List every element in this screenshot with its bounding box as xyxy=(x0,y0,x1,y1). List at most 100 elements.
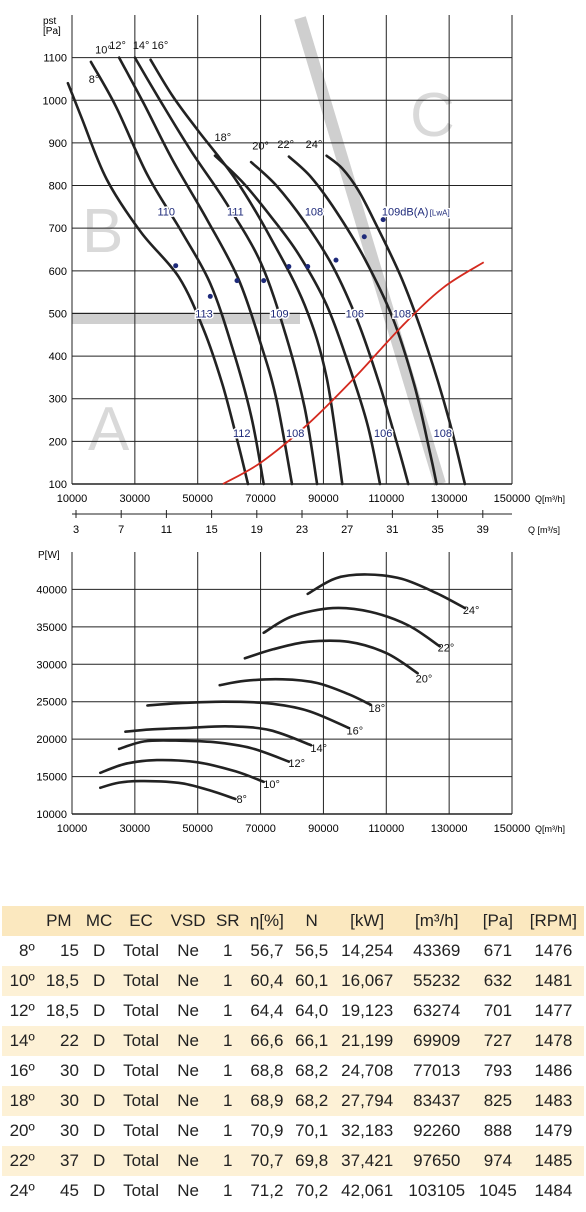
zone-label-b: B xyxy=(82,197,123,266)
blade-angle-label: 14° xyxy=(133,40,150,52)
pressure-curve-18deg xyxy=(213,154,382,486)
table-header-cell: [Pa] xyxy=(472,906,523,936)
table-cell: 68,2 xyxy=(289,1086,334,1116)
y-tick-label: 500 xyxy=(49,308,67,320)
table-cell: 1 xyxy=(211,1086,245,1116)
table-cell: Total xyxy=(117,1146,165,1176)
table-header-row: PM MC EC VSD SR η[%] N [kW] [m³/h] [Pa] [RPM] xyxy=(2,906,584,936)
x2-tick-label: 23 xyxy=(296,524,308,536)
power-y-axis-label: P[W] xyxy=(38,550,60,561)
table-cell: 1 xyxy=(223,1181,233,1200)
pressure-curve-24deg xyxy=(325,154,467,486)
table-cell: 30 xyxy=(60,1061,79,1080)
x-tick-label: 110000 xyxy=(368,493,404,505)
blade-angle-label: 22° xyxy=(277,139,294,151)
power-blade-angle-label: 8° xyxy=(236,794,247,806)
table-row: 22º 37 D Total Ne 1 70,7 69,8 37,421 97650 974 1485 xyxy=(2,1146,584,1176)
power-blade-angle-label: 14° xyxy=(310,743,327,755)
blade-angle-label: 12° xyxy=(109,40,126,52)
blade-angle-label: 8° xyxy=(89,74,100,86)
table-cell: Ne xyxy=(177,1181,199,1200)
power-y-tick-label: 40000 xyxy=(36,584,67,596)
table-cell: 12º xyxy=(9,1001,35,1020)
y-tick-label: 1100 xyxy=(43,53,67,65)
table-row: 10º 18,5 D Total Ne 1 60,4 60,1 16,067 55232 632 14… xyxy=(2,966,584,996)
table-cell: 10º xyxy=(2,966,37,996)
table-cell: Ne xyxy=(177,1121,199,1140)
power-curve-22deg xyxy=(262,606,441,648)
table-cell: 30 xyxy=(60,1121,79,1140)
table-cell: 63274 xyxy=(413,1001,461,1020)
table-cell: D xyxy=(80,1026,118,1056)
table-cell: 1478 xyxy=(522,1026,584,1056)
table-cell: 825 xyxy=(472,1086,523,1116)
table-cell: 1 xyxy=(211,1026,245,1056)
performance-chart: A B C 10000 30000 50000 70000 90000 110000 130000… xyxy=(43,15,565,536)
operating-point-marker xyxy=(286,264,292,270)
table-header-cell: PM xyxy=(36,906,81,936)
power-y-tick-label: 15000 xyxy=(36,772,67,784)
table-cell: 671 xyxy=(483,941,513,960)
table-cell: 22 xyxy=(36,1026,81,1056)
operating-point-marker xyxy=(173,263,179,269)
table-cell: 1 xyxy=(211,966,245,996)
noise-level-label: 108 xyxy=(434,428,452,440)
operating-point-marker xyxy=(261,278,267,284)
table-cell: 70,2 xyxy=(295,1181,329,1200)
table-cell: 32,183 xyxy=(341,1121,394,1140)
power-curve-8deg xyxy=(99,779,237,801)
x2-tick-label: 7 xyxy=(118,524,124,536)
table-cell: 64,4 xyxy=(250,1001,284,1020)
x2-tick-label: 39 xyxy=(477,524,489,536)
blade-angle-label: 10° xyxy=(95,44,112,56)
table-cell: D xyxy=(80,1146,118,1176)
power-chart: 10000 30000 50000 70000 90000 110000 130000 150… xyxy=(36,550,565,835)
table-cell: Total xyxy=(117,1026,165,1056)
y-tick-label: 800 xyxy=(49,181,67,193)
noise-level-label: 109 xyxy=(270,309,288,321)
table-cell: 1485 xyxy=(522,1146,584,1176)
table-cell: 66,1 xyxy=(289,1026,334,1056)
table-cell: 24,708 xyxy=(341,1061,394,1080)
table-cell: D xyxy=(80,1086,118,1116)
table-cell: 27,794 xyxy=(333,1086,401,1116)
table-cell: D xyxy=(92,1121,106,1140)
y-tick-label: 200 xyxy=(49,436,67,448)
table-body: 8º 15 D Total Ne 1 56,7 56,5 14,254 43369 671 1476 1… xyxy=(2,936,584,1206)
table-cell: 69,8 xyxy=(289,1146,334,1176)
power-blade-angle-label: 16° xyxy=(347,726,364,738)
table-cell: 974 xyxy=(472,1146,523,1176)
table-cell: 55232 xyxy=(400,966,473,996)
table-cell: Ne xyxy=(177,1001,199,1020)
table-cell: D xyxy=(92,1181,106,1200)
y-tick-label: 900 xyxy=(49,138,67,150)
table-cell: 71,2 xyxy=(250,1181,284,1200)
table-cell: 793 xyxy=(483,1061,513,1080)
power-x-tick-label: 110000 xyxy=(368,823,404,835)
power-x-tick-label: 70000 xyxy=(245,823,276,835)
pressure-curve-10deg xyxy=(89,60,265,486)
power-grid xyxy=(71,552,513,815)
operating-point-marker xyxy=(380,217,386,223)
noise-level-label: 106 xyxy=(374,428,392,440)
table-cell: 37 xyxy=(36,1146,81,1176)
table-cell: 8º xyxy=(19,941,35,960)
noise-level-label: 112 xyxy=(233,428,251,440)
zone-group: A B C xyxy=(72,16,455,486)
power-y-tick-label: 20000 xyxy=(36,734,67,746)
table-cell: Ne xyxy=(177,1061,199,1080)
table-cell: Total xyxy=(117,1086,165,1116)
zone-label-a: A xyxy=(88,395,130,464)
y-tick-label: 100 xyxy=(49,479,67,491)
system-curve xyxy=(222,261,485,485)
table-header-cell: [m³/h] xyxy=(400,906,473,936)
table-row: 16º 30 D Total Ne 1 68,8 68,2 24,708 77013 793 1486 xyxy=(2,1056,584,1086)
y-axis-unit: [Pa] xyxy=(43,26,61,37)
table-cell: 60,1 xyxy=(289,966,334,996)
table-header-cell: VSD xyxy=(164,906,212,936)
x2-tick-label: 3 xyxy=(73,524,79,536)
power-x-tick-label: 50000 xyxy=(182,823,213,835)
table-cell: Ne xyxy=(177,941,199,960)
x2-tick-label: 15 xyxy=(205,524,217,536)
power-x-tick-label: 130000 xyxy=(431,823,468,835)
